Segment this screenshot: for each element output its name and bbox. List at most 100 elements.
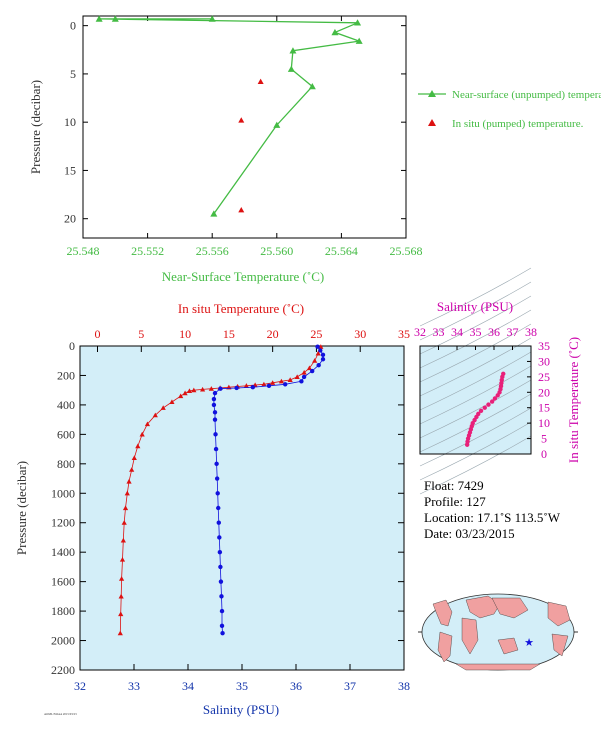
- date: Date: 03/23/2015: [424, 526, 515, 541]
- temperature-point: [312, 358, 318, 363]
- x-tick-label: 25.560: [260, 244, 293, 258]
- temperature-point: [121, 520, 127, 525]
- temperature-point: [119, 556, 126, 562]
- legend: Near-surface (unpumped) temperature. In …: [418, 89, 601, 130]
- salinity-point: [214, 461, 219, 467]
- salinity-point: [299, 379, 304, 384]
- pressure-axis-ticks: 0 200 400 600 800 1000 1200 1400 1600 1800 2000 220…: [51, 339, 404, 677]
- near-surface-point: [289, 47, 297, 54]
- salinity-axis-ticks: 32 33 34 35 36 37 38: [74, 664, 410, 693]
- temperature-point: [152, 412, 158, 418]
- y-axis-label: Pressure (decibar): [28, 80, 43, 174]
- temperature-point: [315, 350, 321, 356]
- salinity-tick-label: 33: [433, 325, 445, 339]
- y-tick-label: 10: [64, 115, 76, 129]
- near-surface-point: [273, 121, 281, 128]
- x-tick-label: 25.568: [390, 244, 423, 258]
- density-contour-line: [419, 435, 532, 495]
- plot-frame: [82, 15, 407, 239]
- temperature-tick-label: 10: [179, 327, 191, 341]
- series-layer: [117, 344, 326, 636]
- near-surface-point: [95, 15, 103, 22]
- salinity-point: [320, 357, 326, 362]
- pressure-tick-label: 1000: [51, 486, 75, 500]
- salinity-point: [218, 386, 223, 391]
- footer-credit: AOML/NOAA 2015/03/23: [44, 712, 77, 716]
- near-surface-temperature-line: [99, 18, 360, 215]
- salinity-point: [217, 549, 223, 555]
- temperature-point: [301, 369, 307, 375]
- x-axis-label: Near-Surface Temperature (˚C): [162, 269, 324, 284]
- salinity-tick-label: 37: [344, 679, 356, 693]
- near-surface-point: [208, 15, 216, 22]
- map-land-eurasia: [465, 595, 501, 619]
- series-layer: [464, 371, 506, 447]
- y-tick-label: 20: [64, 212, 76, 226]
- salinity-point: [234, 385, 239, 391]
- salinity-point: [219, 608, 225, 614]
- salinity-point: [266, 383, 272, 388]
- near-surface-point: [111, 15, 119, 22]
- salinity-tick-label: 38: [398, 679, 410, 693]
- salinity-point: [216, 505, 221, 511]
- temperature-point: [124, 490, 130, 496]
- pressure-tick-label: 2000: [51, 634, 75, 648]
- location: Location: 17.1˚S 113.5˚W: [424, 510, 561, 525]
- salinity-point: [301, 374, 307, 380]
- near-surface-temperature-chart: 25.548 25.552 25.556 25.560 25.564 25.568 0 5 1…: [28, 15, 601, 284]
- salinity-point: [283, 382, 288, 387]
- pressure-axis-label: Pressure (decibar): [14, 461, 29, 555]
- density-contour-line: [419, 379, 532, 439]
- density-contours: [419, 267, 532, 495]
- temperature-tick-label: 15: [223, 327, 235, 341]
- salinity-tick-label: 38: [525, 325, 537, 339]
- map-land-australia: [497, 637, 519, 655]
- salinity-point: [215, 491, 220, 496]
- map-land-americas-east: [547, 601, 571, 627]
- pressure-tick-label: 200: [57, 368, 75, 382]
- salinity-tick-label: 33: [128, 679, 140, 693]
- temperature-point: [278, 378, 285, 384]
- x-tick-label: 25.564: [325, 244, 358, 258]
- map-land-antarctica: [455, 663, 541, 671]
- map-land-south-america-west: [437, 631, 453, 663]
- in-situ-point: [257, 78, 264, 85]
- pressure-tick-label: 800: [57, 457, 75, 471]
- density-contour-line: [419, 393, 532, 453]
- y-axis-ticks: 0 5 10 15 20: [64, 19, 406, 226]
- density-contour-line: [419, 309, 532, 369]
- salinity-point: [217, 535, 222, 540]
- pressure-tick-label: 400: [57, 398, 75, 412]
- temperature-point: [118, 593, 124, 599]
- temperature-tick-label: 20: [538, 385, 550, 399]
- temperature-tick-label: 5: [138, 327, 144, 341]
- in-situ-point: [238, 207, 245, 213]
- near-surface-point: [287, 65, 295, 72]
- temperature-tick-label: 25: [310, 327, 322, 341]
- salinity-point: [250, 385, 255, 390]
- salinity-point: [212, 417, 218, 422]
- temperature-tick-label: 35: [538, 339, 550, 353]
- temperature-tick-label: 5: [541, 432, 547, 446]
- ts-point: [489, 399, 495, 404]
- temperature-tick-label: 25: [538, 370, 550, 384]
- salinity-point: [214, 476, 220, 481]
- temperature-point: [208, 386, 214, 391]
- ts-point: [478, 408, 484, 413]
- float-id: Float: 7429: [424, 478, 484, 493]
- series-layer: [95, 15, 363, 217]
- salinity-point: [315, 344, 320, 349]
- float-info: Float: 7429 Profile: 127 Location: 17.1˚…: [424, 478, 561, 541]
- density-contour-line: [419, 295, 532, 355]
- density-contour-line: [419, 407, 532, 467]
- salinity-tick-label: 35: [470, 325, 482, 339]
- temperature-point: [135, 443, 141, 449]
- temperature-tick-label: 30: [538, 354, 550, 368]
- temperature-point: [160, 405, 166, 410]
- pressure-tick-label: 0: [69, 339, 75, 353]
- salinity-point: [320, 352, 326, 358]
- temperature-point: [120, 537, 126, 543]
- temperature-point: [270, 380, 276, 385]
- temperature-point: [182, 390, 188, 396]
